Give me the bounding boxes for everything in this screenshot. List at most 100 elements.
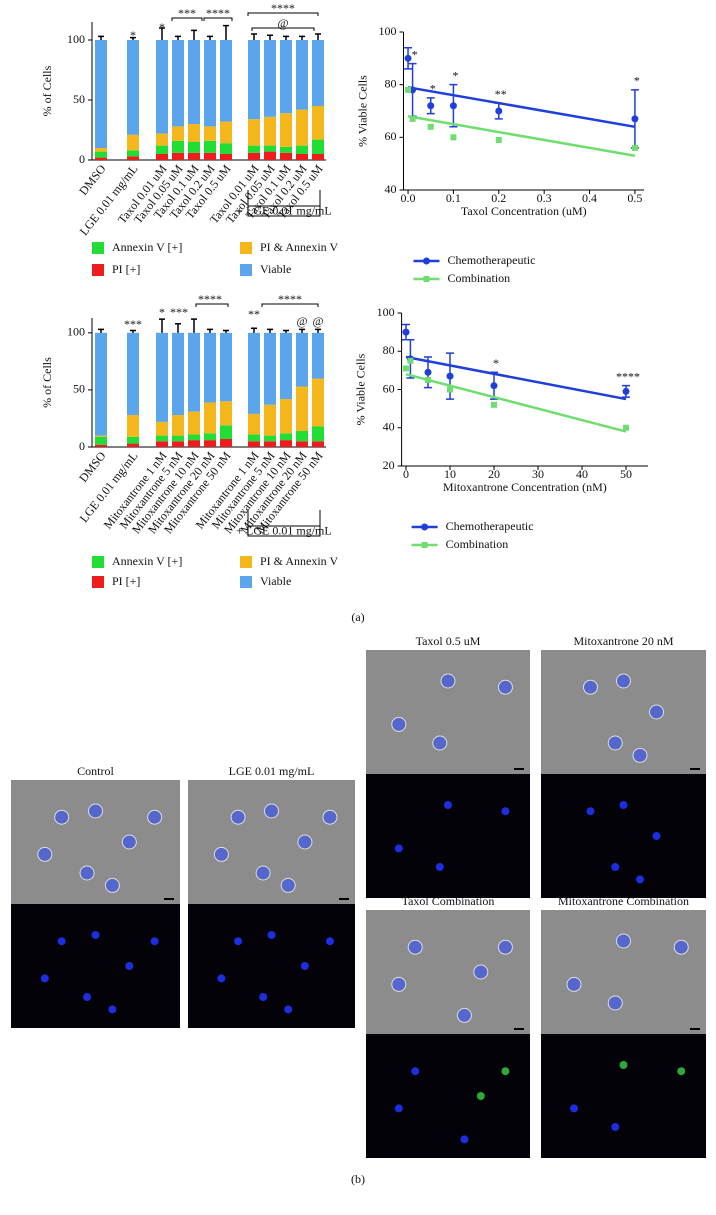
bar-segment <box>172 435 184 442</box>
group-box <box>247 525 321 537</box>
bar-segment <box>264 151 276 160</box>
data-point <box>622 387 630 395</box>
bar-segment <box>248 40 260 120</box>
data-point <box>490 382 498 390</box>
bar-segment <box>264 441 276 447</box>
bracket <box>251 27 315 31</box>
legend-label: Viable <box>260 574 291 588</box>
nucleus <box>476 1092 485 1100</box>
nucleus <box>150 937 159 946</box>
y-tick-label: 0 <box>79 439 85 453</box>
brightfield-image <box>541 910 706 1034</box>
x-tick-label: 0.1 <box>446 191 461 205</box>
error-bar <box>267 34 273 40</box>
cell <box>88 803 103 819</box>
legend-marker <box>421 523 429 531</box>
legend-swatch <box>240 242 252 254</box>
significance-mark: *** <box>124 317 142 331</box>
legend-swatch <box>240 264 252 276</box>
error-bar <box>130 36 136 40</box>
nucleus <box>217 974 226 983</box>
legend-label: PI & Annexin V <box>260 240 338 254</box>
nucleus <box>411 1067 420 1076</box>
error-bar <box>251 33 257 40</box>
data-point <box>446 372 454 380</box>
error-bar <box>267 328 273 333</box>
bar-segment <box>264 435 276 442</box>
bar-segment <box>95 436 107 445</box>
cell <box>391 976 407 992</box>
y-tick-label: 100 <box>67 32 85 46</box>
bar-segment <box>264 40 276 117</box>
bar-segment <box>127 332 139 416</box>
bar-segment <box>248 332 260 414</box>
bar-segment <box>220 121 232 144</box>
bar-segment <box>312 106 324 140</box>
cell <box>54 809 70 825</box>
error-bar <box>98 35 104 40</box>
legend-swatch <box>92 264 104 276</box>
legend-marker <box>423 257 430 265</box>
legend-label: Chemotherapeutic <box>448 253 536 267</box>
legend-label: PI [+] <box>112 574 140 588</box>
significance-mark: **** <box>271 1 295 15</box>
data-point <box>427 102 435 110</box>
nucleus <box>234 937 243 946</box>
fit-line <box>405 372 627 433</box>
cell <box>473 964 489 980</box>
scale-bar <box>690 1028 700 1030</box>
nucleus <box>435 863 444 871</box>
cell <box>456 1007 472 1023</box>
significance-mark: **** <box>198 292 222 306</box>
bar-segment <box>95 444 107 447</box>
error-bar <box>159 27 165 40</box>
nucleus <box>619 801 628 809</box>
data-point <box>495 136 502 143</box>
bar-segment <box>280 113 292 147</box>
legend-swatch <box>240 576 252 588</box>
scale-bar <box>514 1028 524 1030</box>
cell <box>255 865 271 881</box>
panel-label: (a) <box>351 610 364 624</box>
bar-segment <box>156 332 168 422</box>
x-tick-label: 10 <box>444 467 456 481</box>
bar-segment <box>280 332 292 400</box>
nucleus <box>677 1067 686 1076</box>
bar-segment <box>264 404 276 436</box>
x-tick-label: DMSO <box>76 449 109 485</box>
group-label: + LGE 0.01 mg/mL <box>236 523 331 537</box>
error-bar <box>299 35 305 40</box>
error-bar <box>191 29 197 40</box>
cell <box>440 673 456 689</box>
bar-segment <box>172 40 184 127</box>
error-bar <box>223 329 229 333</box>
y-tick-label: 40 <box>383 420 395 434</box>
legend-swatch <box>92 556 104 568</box>
nucleus <box>125 962 134 970</box>
bar-segment <box>296 431 308 442</box>
bar-segment <box>220 425 232 440</box>
cell <box>616 933 631 949</box>
data-point <box>449 102 457 110</box>
cell <box>649 704 664 720</box>
cell <box>607 995 623 1011</box>
bar-segment <box>312 40 324 106</box>
image-caption: LGE 0.01 mg/mL <box>229 764 315 778</box>
nucleus <box>40 974 49 983</box>
legend-label: Viable <box>260 262 291 276</box>
x-axis-label: Taxol Concentration (uM) <box>461 204 587 218</box>
legend-swatch <box>92 242 104 254</box>
nucleus <box>284 1005 293 1014</box>
x-tick-label: DMSO <box>76 162 109 198</box>
fluorescence-image <box>541 1034 706 1158</box>
bar-segment <box>95 332 107 436</box>
cell <box>121 834 137 850</box>
bar-segment <box>312 154 324 160</box>
bar-segment <box>204 332 216 403</box>
x-tick-label: 20 <box>488 467 500 481</box>
data-point <box>404 54 412 62</box>
nucleus <box>325 937 334 946</box>
y-tick-label: 60 <box>385 129 397 143</box>
error-bar <box>207 35 213 40</box>
fluorescence-image <box>541 774 706 898</box>
